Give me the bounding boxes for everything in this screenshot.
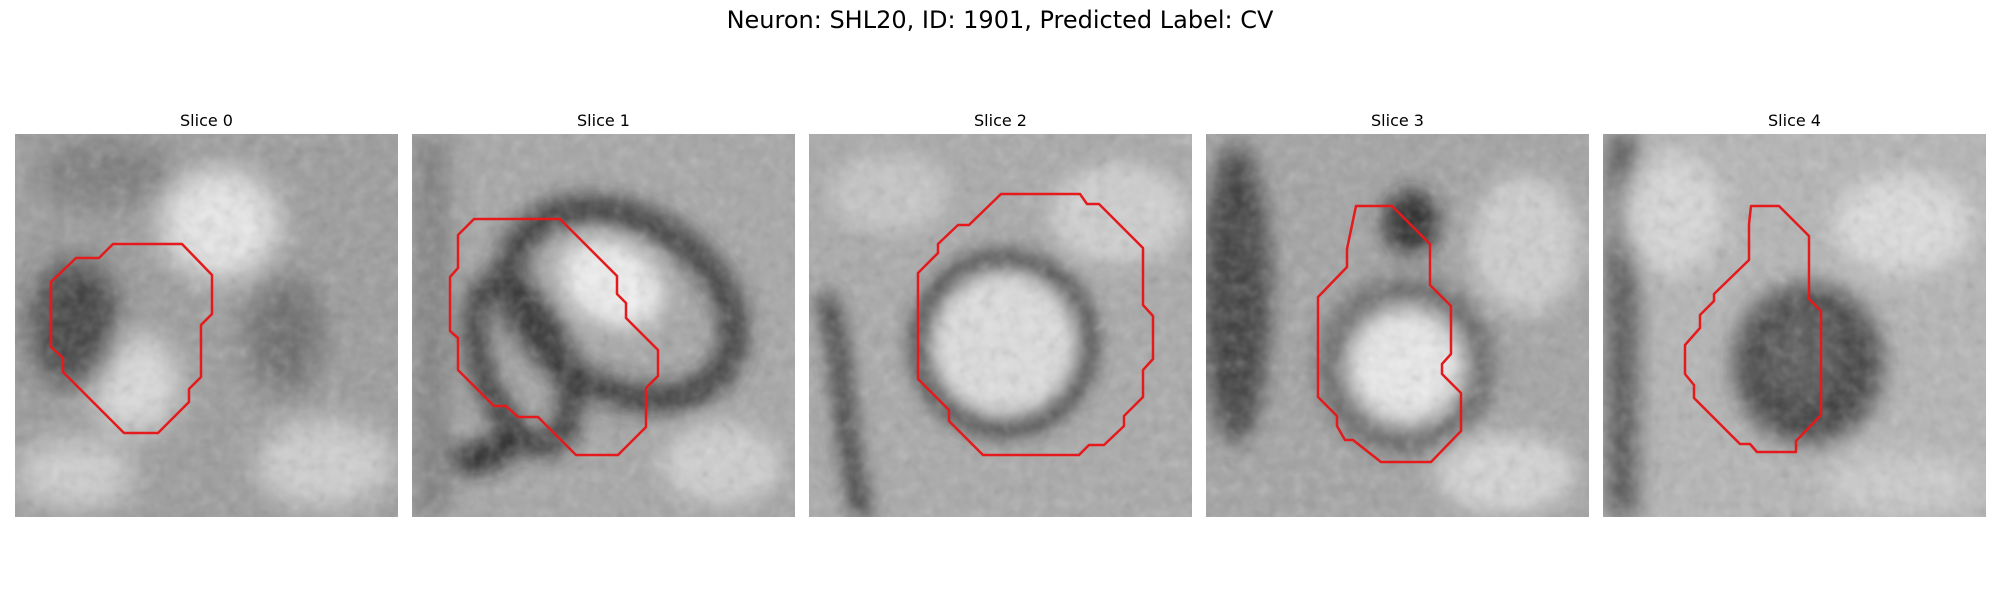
roi-contour — [49, 242, 214, 435]
roi-contour — [1316, 204, 1463, 464]
slice-image-1 — [412, 134, 795, 517]
slice-panel-4: Slice 4 — [1603, 110, 1986, 517]
roi-contour — [1683, 204, 1823, 454]
slice-title: Slice 3 — [1371, 111, 1424, 130]
slice-title: Slice 0 — [180, 111, 233, 130]
slice-image-2 — [809, 134, 1192, 517]
slice-panel-1: Slice 1 — [412, 110, 795, 517]
slice-panel-2: Slice 2 — [809, 110, 1192, 517]
slice-panel-3: Slice 3 — [1206, 110, 1589, 517]
slice-image-0 — [15, 134, 398, 517]
slice-title: Slice 4 — [1768, 111, 1821, 130]
roi-contour — [916, 192, 1155, 457]
slice-title: Slice 2 — [974, 111, 1027, 130]
figure-title: Neuron: SHL20, ID: 1901, Predicted Label… — [726, 6, 1274, 34]
slice-title: Slice 1 — [577, 111, 630, 130]
roi-contour — [448, 217, 660, 457]
slice-panel-0: Slice 0 — [15, 110, 398, 517]
slice-image-4 — [1603, 134, 1986, 517]
slice-image-3 — [1206, 134, 1589, 517]
